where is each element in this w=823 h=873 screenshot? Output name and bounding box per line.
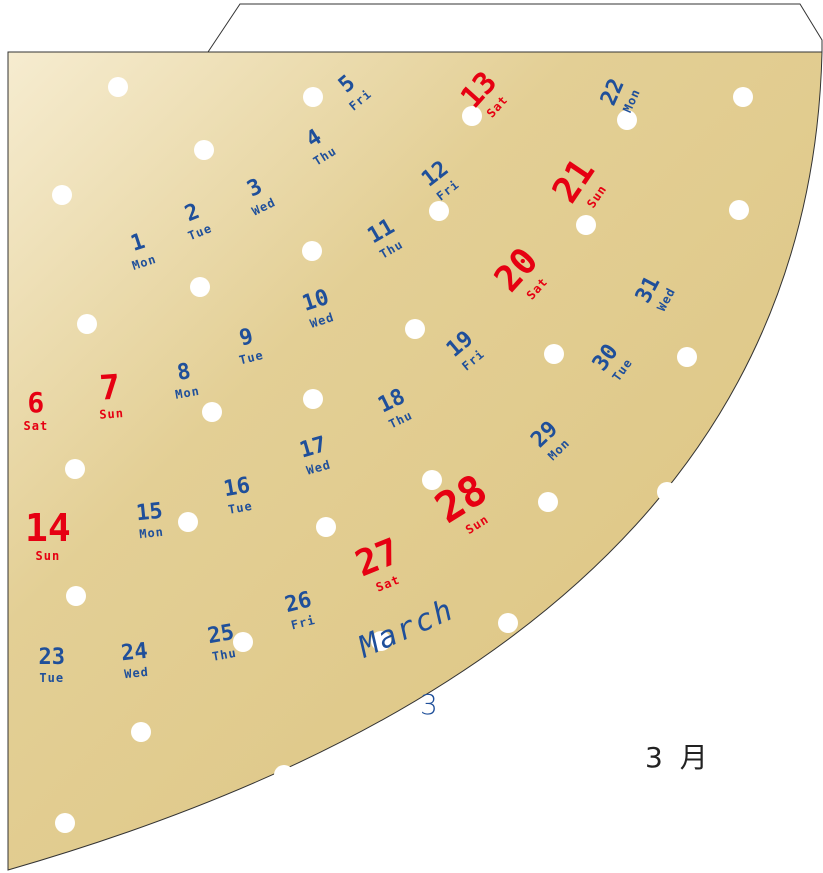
punch-hole: [65, 459, 85, 479]
punch-hole: [190, 277, 210, 297]
punch-hole: [178, 512, 198, 532]
day-15: 15 Mon: [134, 498, 165, 541]
punch-hole: [422, 470, 442, 490]
day-number: 26: [281, 586, 314, 618]
punch-hole: [429, 201, 449, 221]
day-number: 15: [134, 498, 164, 526]
month-name-japanese: 3 月: [645, 741, 712, 774]
weekday-label: Wed: [123, 664, 150, 681]
punch-hole: [544, 344, 564, 364]
punch-hole: [66, 586, 86, 606]
day-14: 14 Sun: [25, 509, 71, 562]
weekday-label: Sun: [35, 548, 61, 563]
month-number: 3: [420, 688, 438, 721]
day-number: 24: [119, 638, 149, 666]
weekday-label: Thu: [210, 645, 238, 664]
punch-hole: [316, 517, 336, 537]
day-number: 8: [174, 358, 193, 386]
weekday-label: Sun: [98, 405, 124, 422]
punch-hole: [729, 200, 749, 220]
punch-hole: [498, 613, 518, 633]
day-number: 23: [38, 644, 66, 670]
punch-hole: [657, 482, 677, 502]
punch-hole: [194, 140, 214, 160]
punch-hole: [371, 631, 391, 651]
punch-hole: [302, 241, 322, 261]
punch-hole: [303, 87, 323, 107]
punch-hole: [677, 347, 697, 367]
punch-hole: [202, 402, 222, 422]
punch-hole: [733, 87, 753, 107]
punch-hole: [52, 185, 72, 205]
day-24: 24 Wed: [119, 638, 150, 681]
punch-hole: [55, 813, 75, 833]
punch-hole: [131, 722, 151, 742]
punch-hole: [303, 389, 323, 409]
punch-holes: [52, 77, 753, 833]
punch-hole: [233, 632, 253, 652]
weekday-label: Tue: [39, 670, 65, 685]
punch-hole: [405, 319, 425, 339]
punch-hole: [576, 215, 596, 235]
day-number: 7: [97, 366, 121, 409]
weekday-label: Mon: [173, 383, 201, 402]
gold-quarter-fan: [7, 51, 823, 871]
day-6: 6 Sat: [23, 385, 49, 433]
punch-hole: [108, 77, 128, 97]
day-7: 7 Sun: [96, 366, 124, 422]
weekday-label: Tue: [226, 498, 254, 517]
day-number: 16: [221, 472, 252, 502]
punch-hole: [77, 314, 97, 334]
punch-hole: [617, 110, 637, 130]
glue-tab: [207, 3, 823, 53]
day-25: 25 Thu: [205, 619, 238, 664]
weekday-label: Mon: [138, 524, 165, 541]
day-number: 14: [25, 505, 71, 550]
day-16: 16 Tue: [221, 472, 254, 517]
punch-hole: [462, 106, 482, 126]
day-23: 23 Tue: [38, 644, 66, 685]
day-number: 25: [205, 619, 236, 649]
weekday-label: Sat: [23, 418, 49, 433]
punch-hole: [274, 765, 294, 785]
punch-hole: [538, 492, 558, 512]
day-number: 6: [27, 385, 45, 419]
